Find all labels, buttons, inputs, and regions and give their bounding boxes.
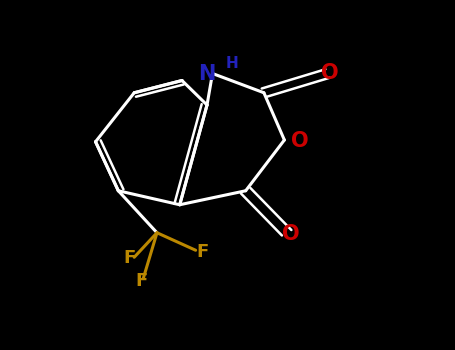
Text: N: N (198, 64, 216, 84)
Text: F: F (197, 243, 208, 261)
Text: F: F (124, 249, 136, 267)
Text: O: O (321, 63, 339, 83)
Text: H: H (226, 56, 238, 71)
Text: O: O (292, 131, 309, 151)
Text: O: O (283, 224, 300, 244)
Text: F: F (135, 272, 147, 290)
